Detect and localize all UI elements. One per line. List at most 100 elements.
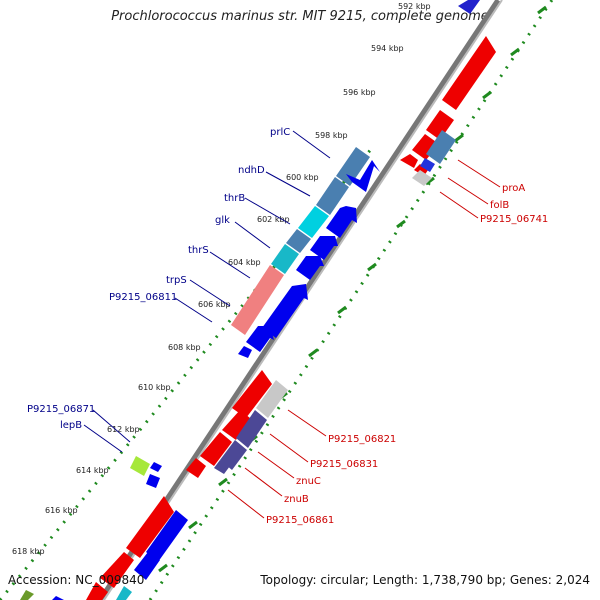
kbp-label: 612 kbp bbox=[107, 425, 140, 434]
leader-line bbox=[244, 467, 283, 497]
gene-label: P9215_06871 bbox=[27, 404, 95, 415]
reverse-gene-arrow bbox=[126, 496, 174, 558]
forward-gene-arrow bbox=[310, 236, 338, 260]
reverse-cds-lower bbox=[86, 370, 272, 600]
genome-backbone-highlight bbox=[103, 0, 503, 600]
leader-lines bbox=[83, 130, 501, 519]
gene-label: P9215_06861 bbox=[266, 515, 334, 526]
gene-label: ndhD bbox=[238, 165, 265, 176]
gene-label: P9215_06811 bbox=[109, 292, 177, 303]
gene-label: lepB bbox=[60, 420, 82, 431]
cog-block bbox=[286, 229, 311, 253]
kbp-label: 614 kbp bbox=[76, 466, 109, 475]
reverse-gene-arrow bbox=[186, 458, 206, 478]
cog-block bbox=[130, 456, 150, 476]
kbp-label: 604 kbp bbox=[228, 258, 261, 267]
cog-block bbox=[336, 147, 370, 186]
cog-block bbox=[426, 130, 456, 164]
cog-block bbox=[116, 586, 132, 600]
cog-track-lower bbox=[214, 380, 288, 474]
leader-line bbox=[244, 197, 291, 225]
leader-line bbox=[457, 159, 501, 188]
gene-label: znuB bbox=[284, 494, 309, 505]
leader-line bbox=[174, 297, 213, 323]
cog-block bbox=[316, 177, 349, 215]
leader-line bbox=[234, 221, 271, 249]
kbp-label-group: 592 kbp 594 kbp 596 kbp 598 kbp 600 kbp … bbox=[12, 2, 431, 556]
forward-cds-upper bbox=[238, 160, 380, 358]
gene-label: trpS bbox=[166, 275, 187, 286]
forward-cds-lower bbox=[20, 510, 188, 600]
kbp-label: 616 kbp bbox=[45, 506, 78, 515]
accession-label: Accession: NC_009840 bbox=[8, 573, 145, 587]
forward-gene-arrow bbox=[238, 346, 252, 358]
cog-block bbox=[271, 244, 299, 274]
reverse-gene-arrow bbox=[426, 110, 454, 140]
forward-gene-arrow bbox=[296, 256, 324, 280]
gene-label: thrB bbox=[224, 193, 245, 204]
cog-block bbox=[214, 460, 230, 474]
kbp-label: 600 kbp bbox=[286, 173, 319, 182]
gene-label: P9215_06741 bbox=[480, 214, 548, 225]
reverse-cds-upper bbox=[400, 36, 496, 176]
reverse-gene-arrow bbox=[412, 134, 439, 160]
leader-line bbox=[287, 409, 327, 437]
kbp-label: 602 kbp bbox=[257, 215, 290, 224]
major-tick bbox=[454, 133, 464, 143]
major-tick bbox=[158, 563, 168, 573]
forward-gene-arrow bbox=[150, 462, 162, 472]
cog-block bbox=[20, 590, 34, 600]
leader-line bbox=[209, 251, 251, 279]
forward-gene-arrow bbox=[346, 160, 380, 192]
cog-track-upper bbox=[231, 147, 370, 335]
major-tick bbox=[188, 520, 198, 530]
leader-line bbox=[227, 489, 265, 519]
gene-label: folB bbox=[490, 200, 509, 211]
leader-line bbox=[292, 130, 331, 159]
forward-gene-arrow bbox=[134, 552, 160, 580]
leader-line bbox=[83, 424, 123, 453]
major-tick bbox=[218, 477, 228, 487]
reverse-gene-arrow bbox=[222, 410, 250, 440]
leader-line bbox=[439, 191, 479, 219]
major-tick bbox=[482, 90, 492, 100]
reverse-gene-arrow bbox=[442, 36, 496, 110]
gene-label: P9215_06821 bbox=[328, 434, 396, 445]
gene-label: znuC bbox=[296, 476, 321, 487]
forward-gene-arrow bbox=[52, 596, 64, 600]
kbp-label: 618 kbp bbox=[12, 547, 45, 556]
kbp-label: 598 kbp bbox=[315, 131, 348, 140]
inner-tick-track bbox=[148, 0, 554, 600]
outer-genes-614 bbox=[130, 456, 162, 488]
kbp-label: 592 kbp bbox=[398, 2, 431, 11]
gene-label: thrS bbox=[188, 245, 209, 256]
major-tick bbox=[367, 262, 377, 272]
reverse-cog-upper bbox=[412, 0, 480, 186]
cog-block bbox=[458, 0, 480, 14]
cog-block bbox=[220, 440, 247, 470]
leader-line bbox=[189, 279, 231, 307]
cog-block bbox=[412, 170, 432, 186]
kbp-label: 610 kbp bbox=[138, 383, 171, 392]
reverse-gene-arrow bbox=[86, 582, 108, 600]
forward-gene-arrow bbox=[326, 206, 357, 238]
kbp-label: 606 kbp bbox=[198, 300, 231, 309]
genome-summary-label: Topology: circular; Length: 1,738,790 bp… bbox=[260, 573, 590, 587]
major-tick bbox=[308, 348, 318, 358]
forward-gene-arrow bbox=[146, 510, 188, 562]
gene-labels-right: proA folB P9215_06741 P9215_06821 P9215_… bbox=[266, 183, 548, 526]
reverse-gene-arrow bbox=[200, 432, 232, 466]
gene-label: proA bbox=[502, 183, 525, 194]
cog-block bbox=[231, 265, 284, 335]
reverse-gene-arrow bbox=[232, 370, 272, 418]
cog-block bbox=[236, 410, 267, 448]
gene-label: glk bbox=[215, 215, 230, 226]
reverse-gene-arrow bbox=[100, 552, 134, 588]
cog-block bbox=[420, 158, 435, 172]
kbp-label: 596 kbp bbox=[343, 88, 376, 97]
cog-block bbox=[256, 380, 288, 418]
leader-line bbox=[92, 409, 131, 443]
forward-gene-arrow bbox=[246, 326, 274, 352]
leader-line bbox=[257, 451, 295, 479]
